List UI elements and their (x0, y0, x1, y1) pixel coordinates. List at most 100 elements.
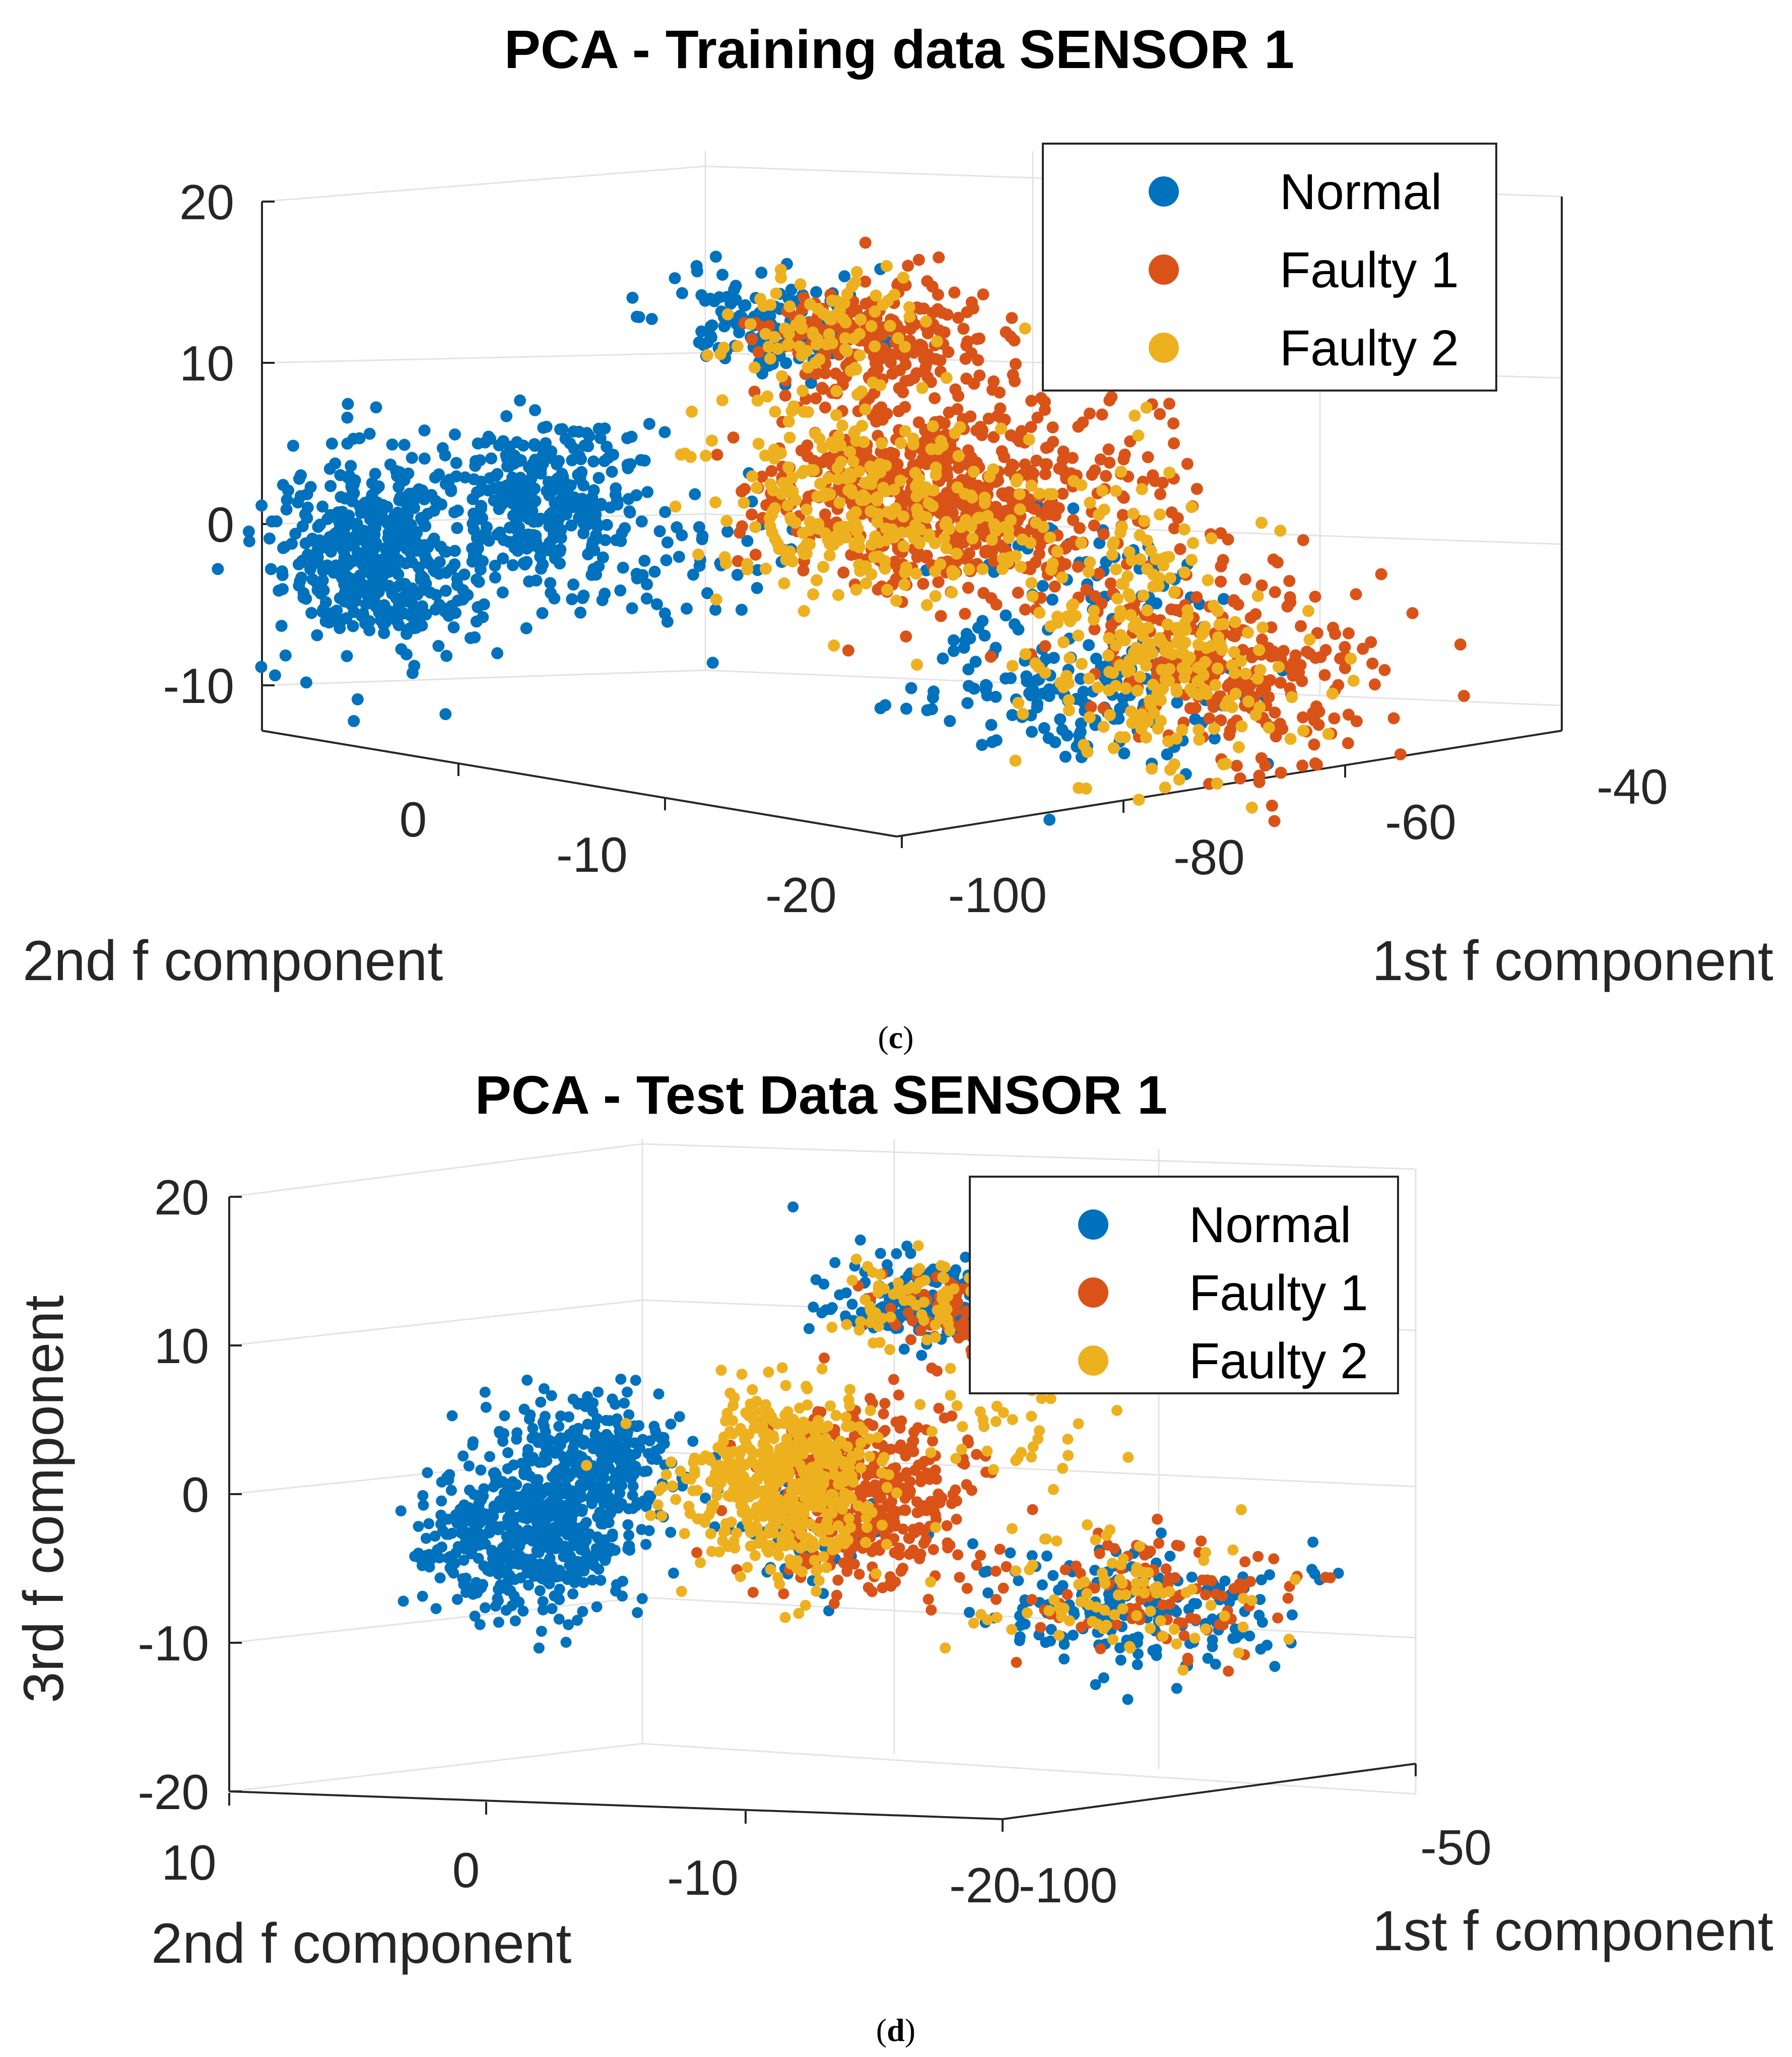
scatter-point-faulty-2 (1200, 641, 1213, 654)
scatter-point-faulty-1 (1350, 588, 1362, 601)
scatter-point-faulty-2 (1019, 648, 1032, 661)
scatter-point-faulty-1 (915, 1325, 926, 1336)
scatter-point-faulty-1 (1269, 586, 1281, 598)
scatter-point-faulty-1 (959, 608, 971, 620)
scatter-point-normal (305, 607, 318, 619)
scatter-point-faulty-2 (1191, 675, 1204, 688)
scatter-point-faulty-2 (833, 496, 846, 509)
scatter-point-faulty-2 (923, 528, 936, 541)
scatter-point-faulty-2 (1168, 758, 1180, 770)
scatter-point-normal (1218, 593, 1230, 605)
scatter-point-normal (586, 1574, 598, 1586)
scatter-point-faulty-1 (816, 381, 828, 394)
scatter-point-normal (891, 1248, 902, 1259)
scatter-point-faulty-2 (833, 521, 845, 534)
scatter-point-normal (491, 647, 504, 660)
scatter-point-normal (369, 468, 381, 480)
scatter-point-faulty-2 (1010, 475, 1023, 488)
scatter-point-normal (400, 648, 413, 661)
scatter-point-faulty-2 (897, 540, 910, 553)
scatter-point-normal (805, 376, 817, 389)
scatter-point-normal (544, 1435, 555, 1446)
scatter-point-faulty-2 (1286, 691, 1298, 703)
scatter-point-faulty-2 (850, 584, 862, 596)
scatter-point-normal (435, 1518, 446, 1530)
scatter-point-faulty-2 (1161, 618, 1174, 631)
scatter-point-normal (382, 532, 394, 544)
scatter-point-faulty-2 (965, 489, 977, 502)
scatter-point-normal (484, 472, 496, 484)
scatter-point-normal (293, 473, 305, 485)
scatter-point-faulty-2 (860, 577, 873, 590)
scatter-point-normal (417, 1490, 429, 1501)
scatter-point-faulty-2 (710, 593, 722, 606)
scatter-point-normal (660, 554, 673, 566)
scatter-point-faulty-2 (1173, 774, 1185, 786)
scatter-point-normal (390, 465, 403, 477)
scatter-point-faulty-2 (1110, 485, 1122, 497)
scatter-point-normal (485, 452, 498, 465)
scatter-point-faulty-1 (1019, 603, 1031, 616)
scatter-point-faulty-2 (764, 520, 776, 532)
scatter-point-faulty-2 (823, 549, 836, 562)
scatter-point-faulty-1 (1088, 519, 1100, 532)
scatter-point-normal (554, 1517, 565, 1528)
scatter-point-normal (602, 452, 615, 464)
scatter-point-faulty-1 (1182, 1655, 1193, 1666)
scatter-point-faulty-2 (717, 342, 730, 354)
scatter-point-faulty-2 (1019, 322, 1031, 335)
chart-c-y-tick: -10 (556, 827, 628, 882)
scatter-point-faulty-1 (1066, 452, 1079, 464)
scatter-point-faulty-2 (782, 338, 795, 351)
scatter-point-normal (648, 565, 661, 578)
scatter-point-faulty-1 (1217, 1619, 1229, 1631)
scatter-point-faulty-1 (1226, 629, 1239, 642)
legend-label-faulty1: Faulty 1 (1280, 242, 1459, 298)
chart-d-z-tick: 10 (154, 1318, 209, 1374)
scatter-point-faulty-2 (1025, 479, 1038, 492)
scatter-point-normal (676, 529, 688, 542)
scatter-point-faulty-2 (1051, 545, 1064, 558)
scatter-point-faulty-2 (952, 449, 965, 462)
scatter-point-faulty-1 (979, 546, 991, 559)
scatter-point-normal (425, 489, 438, 501)
scatter-point-normal (366, 477, 378, 489)
scatter-point-normal (591, 1413, 603, 1425)
scatter-point-faulty-1 (926, 280, 939, 293)
scatter-point-faulty-2 (850, 266, 863, 278)
legend-marker-faulty1 (1149, 254, 1179, 285)
scatter-point-faulty-2 (1004, 551, 1016, 564)
scatter-point-faulty-1 (1297, 534, 1309, 546)
scatter-point-normal (578, 1520, 590, 1531)
scatter-point-faulty-1 (924, 376, 937, 389)
scatter-point-normal (456, 1525, 468, 1536)
scatter-point-normal (330, 604, 343, 617)
scatter-point-faulty-2 (1170, 683, 1183, 695)
scatter-point-faulty-1 (1189, 701, 1202, 714)
scatter-point-faulty-2 (963, 563, 975, 575)
scatter-point-normal (544, 577, 557, 590)
scatter-point-normal (471, 1577, 482, 1588)
scatter-point-faulty-1 (1105, 619, 1117, 632)
scatter-point-faulty-1 (959, 1458, 970, 1470)
scatter-point-normal (576, 1491, 587, 1503)
scatter-point-normal (696, 533, 708, 545)
scatter-point-normal (567, 1588, 579, 1599)
scatter-point-faulty-2 (751, 395, 764, 407)
scatter-point-faulty-1 (952, 311, 964, 324)
scatter-point-faulty-2 (1054, 677, 1067, 689)
scatter-point-faulty-2 (1208, 723, 1221, 735)
scatter-point-normal (569, 1465, 580, 1477)
scatter-point-normal (709, 250, 722, 263)
scatter-point-normal (1036, 1579, 1048, 1591)
scatter-point-faulty-1 (1019, 458, 1031, 471)
scatter-point-faulty-2 (1096, 484, 1109, 497)
scatter-point-faulty-1 (1215, 575, 1227, 588)
scatter-point-normal (529, 404, 541, 416)
scatter-point-normal (323, 463, 336, 475)
scatter-point-faulty-2 (1115, 521, 1128, 533)
scatter-point-normal (279, 649, 292, 662)
scatter-point-faulty-1 (802, 490, 815, 503)
scatter-point-faulty-2 (1274, 525, 1287, 537)
scatter-point-faulty-2 (1057, 636, 1070, 649)
